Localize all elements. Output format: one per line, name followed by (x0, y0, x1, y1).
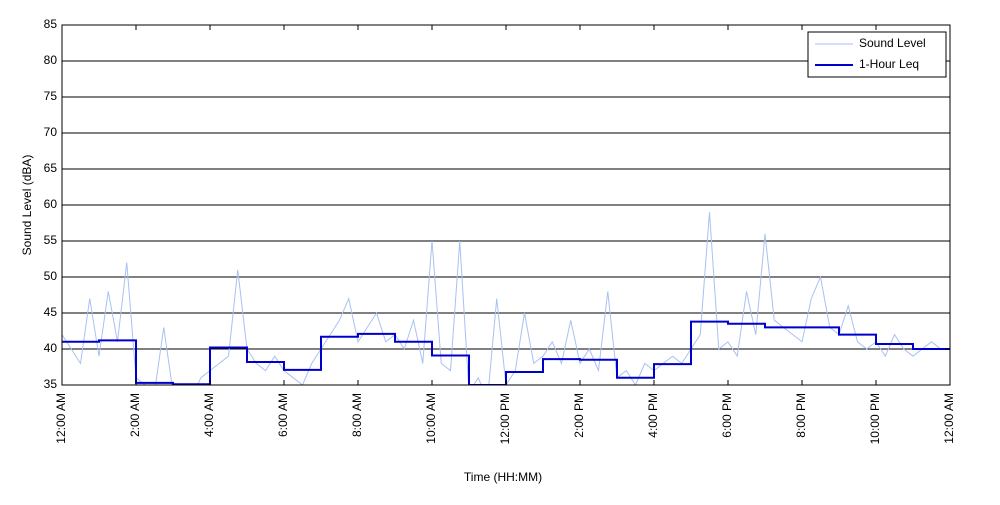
x-tick-label: 2:00 PM (572, 393, 586, 438)
legend: Sound Level 1-Hour Leq (807, 31, 947, 78)
x-tick-label: 6:00 PM (720, 393, 734, 438)
x-tick-label: 2:00 AM (128, 393, 142, 437)
y-tick-label: 40 (44, 341, 58, 355)
y-tick-label: 50 (44, 269, 58, 283)
legend-label: Sound Level (859, 36, 926, 50)
x-tick-label: 10:00 AM (424, 393, 438, 444)
x-tick-label: 6:00 AM (276, 393, 290, 437)
x-tick-label: 8:00 PM (794, 393, 808, 438)
x-tick-label: 12:00 AM (54, 393, 68, 444)
series-line (62, 320, 950, 385)
x-tick-label: 8:00 AM (350, 393, 364, 437)
y-tick-label: 80 (44, 53, 58, 67)
y-tick-label: 75 (44, 89, 58, 103)
x-tick-label: 12:00 PM (498, 393, 512, 444)
y-tick-label: 60 (44, 197, 58, 211)
y-axis-title: Sound Level (dBA) (20, 155, 34, 256)
lines (62, 212, 950, 385)
x-tick-label: 4:00 PM (646, 393, 660, 438)
y-tick-label: 35 (44, 377, 58, 391)
y-tick-label: 70 (44, 125, 58, 139)
x-tick-label: 12:00 AM (942, 393, 956, 444)
legend-label: 1-Hour Leq (859, 57, 919, 71)
x-tick-label: 10:00 PM (868, 393, 882, 444)
legend-box (807, 31, 947, 78)
ticks: 35 40 45 50 55 60 65 70 75 80 85 12:00 AM 2:00 AM 4:0… (44, 17, 957, 444)
y-tick-label: 45 (44, 305, 58, 319)
y-tick-label: 65 (44, 161, 58, 175)
x-axis-title: Time (HH:MM) (464, 470, 542, 484)
x-tick-label: 4:00 AM (202, 393, 216, 437)
y-tick-label: 85 (44, 17, 58, 31)
y-tick-label: 55 (44, 233, 58, 247)
